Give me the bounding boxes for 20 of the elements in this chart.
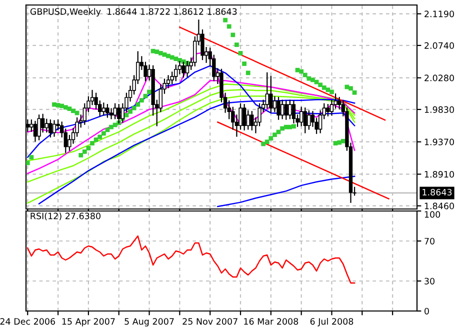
y-tick-label: 2.1190 xyxy=(424,10,454,18)
y-tick-label: 30 xyxy=(424,278,434,284)
ref-line-label: 1.8643 xyxy=(422,188,452,196)
y-tick-label: 1.8910 xyxy=(424,171,454,178)
y-tick-label: 2.0740 xyxy=(424,42,454,49)
y-tick-label: 2.0280 xyxy=(424,74,454,82)
y-tick-label: 100 xyxy=(424,211,440,218)
chart-title: RSI(12) 27.6380 xyxy=(30,212,100,220)
x-tick-label: 15 Apr 2007 xyxy=(62,318,115,326)
y-tick-label: 70 xyxy=(424,238,434,244)
x-tick-label: 25 Nov 2007 xyxy=(182,318,238,325)
y-tick-label: 1.9370 xyxy=(424,138,454,146)
x-tick-label: 5 Aug 2007 xyxy=(124,318,174,326)
x-tick-label: 6 Jul 2008 xyxy=(310,318,354,326)
y-tick-label: 1.8460 xyxy=(424,202,454,210)
y-tick-label: 1.9830 xyxy=(424,106,454,113)
x-tick-label: 16 Mar 2008 xyxy=(244,318,298,325)
y-tick-label: 0 xyxy=(424,308,429,314)
x-tick-label: 24 Dec 2006 xyxy=(0,318,56,325)
chart-title: GBPUSD,Weekly 1.8644 1.8722 1.8612 1.8643 xyxy=(30,8,237,17)
